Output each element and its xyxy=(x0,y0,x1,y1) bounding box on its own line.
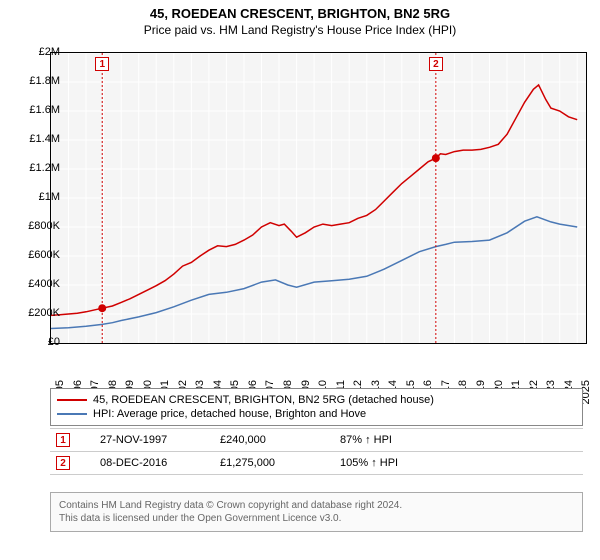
y-axis-tick-label: £1.6M xyxy=(12,104,60,116)
transaction-date: 27-NOV-1997 xyxy=(100,434,190,446)
legend-label: HPI: Average price, detached house, Brig… xyxy=(93,408,366,420)
chart-footer: Contains HM Land Registry data © Crown c… xyxy=(50,492,583,532)
footer-line: Contains HM Land Registry data © Crown c… xyxy=(59,499,574,512)
transaction-price: £1,275,000 xyxy=(220,457,310,469)
chart-title: 45, ROEDEAN CRESCENT, BRIGHTON, BN2 5RG xyxy=(0,0,600,21)
transaction-table: 1 27-NOV-1997 £240,000 87% ↑ HPI 2 08-DE… xyxy=(50,428,583,475)
y-axis-tick-label: £800K xyxy=(12,220,60,232)
legend-item-hpi: HPI: Average price, detached house, Brig… xyxy=(57,407,576,421)
y-axis-tick-label: £600K xyxy=(12,249,60,261)
transaction-marker-icon: 1 xyxy=(56,433,70,447)
y-axis-tick-label: £1.8M xyxy=(12,75,60,87)
y-axis-tick-label: £400K xyxy=(12,278,60,290)
y-axis-tick-label: £2M xyxy=(12,46,60,58)
chart-legend: 45, ROEDEAN CRESCENT, BRIGHTON, BN2 5RG … xyxy=(50,388,583,426)
transaction-date: 08-DEC-2016 xyxy=(100,457,190,469)
footer-line: This data is licensed under the Open Gov… xyxy=(59,512,574,525)
y-axis-tick-label: £1.4M xyxy=(12,133,60,145)
y-axis-tick-label: £0 xyxy=(12,336,60,348)
y-axis-tick-label: £1.2M xyxy=(12,162,60,174)
transaction-pct: 87% ↑ HPI xyxy=(340,434,392,446)
chart-subtitle: Price paid vs. HM Land Registry's House … xyxy=(0,21,600,37)
transaction-price: £240,000 xyxy=(220,434,310,446)
plot-transaction-marker-icon: 1 xyxy=(95,57,109,71)
chart-plot-area: 12 xyxy=(50,52,587,344)
plot-transaction-marker-icon: 2 xyxy=(429,57,443,71)
transaction-row: 1 27-NOV-1997 £240,000 87% ↑ HPI xyxy=(50,428,583,451)
transaction-row: 2 08-DEC-2016 £1,275,000 105% ↑ HPI xyxy=(50,451,583,475)
y-axis-tick-label: £1M xyxy=(12,191,60,203)
y-axis-tick-label: £200K xyxy=(12,307,60,319)
legend-item-property: 45, ROEDEAN CRESCENT, BRIGHTON, BN2 5RG … xyxy=(57,393,576,407)
transaction-marker-icon: 2 xyxy=(56,456,70,470)
legend-label: 45, ROEDEAN CRESCENT, BRIGHTON, BN2 5RG … xyxy=(93,394,434,406)
transaction-pct: 105% ↑ HPI xyxy=(340,457,398,469)
